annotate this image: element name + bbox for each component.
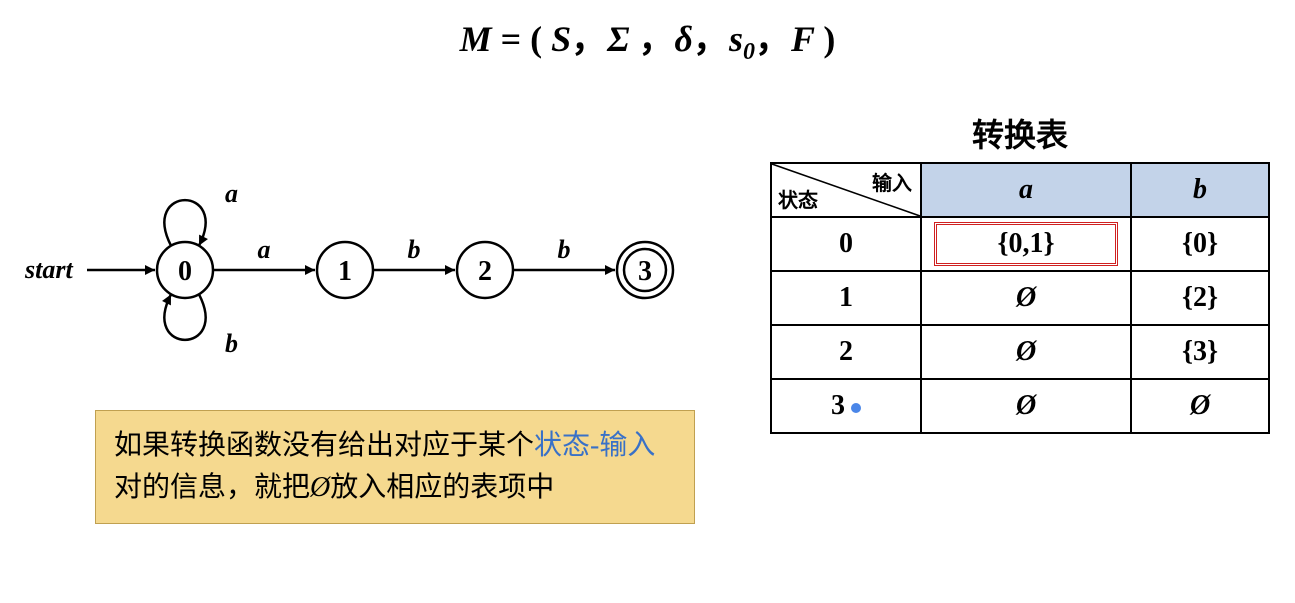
svg-text:a: a (258, 235, 271, 264)
svg-text:2: 2 (478, 256, 492, 287)
svg-text:b: b (225, 329, 238, 358)
svg-text:0: 0 (178, 256, 192, 287)
table-row: 1Ø{2} (771, 271, 1269, 325)
formula: M = ( S，Σ ，δ，s0，F ) (0, 10, 1295, 66)
cell: {2} (1131, 271, 1269, 325)
col-header-b: b (1131, 163, 1269, 217)
cell: Ø (921, 325, 1131, 379)
transition-table: 输入状态ab 0{0,1}{0}1Ø{2}2Ø{3}3ØØ (770, 162, 1270, 434)
svg-text:b: b (408, 235, 421, 264)
table-row: 3ØØ (771, 379, 1269, 433)
cell: {0} (1131, 217, 1269, 271)
state-diagram: start a b b a b 0 1 2 3 (10, 150, 750, 410)
table-row: 0{0,1}{0} (771, 217, 1269, 271)
cell: Ø (921, 271, 1131, 325)
col-header-a: a (921, 163, 1131, 217)
cell: Ø (921, 379, 1131, 433)
state-cell-3: 3 (771, 379, 921, 433)
table-title: 转换表 (770, 110, 1270, 156)
state-cell-2: 2 (771, 325, 921, 379)
svg-text:1: 1 (338, 256, 352, 287)
table-row: 2Ø{3} (771, 325, 1269, 379)
accept-dot-icon (851, 403, 861, 413)
state-cell-1: 1 (771, 271, 921, 325)
svg-text:a: a (225, 179, 238, 208)
corner-state-label: 状态 (778, 184, 818, 213)
table-corner: 输入状态 (771, 163, 921, 217)
cell: {3} (1131, 325, 1269, 379)
cell: Ø (1131, 379, 1269, 433)
svg-text:start: start (24, 255, 73, 284)
transition-table-area: 转换表 输入状态ab 0{0,1}{0}1Ø{2}2Ø{3}3ØØ (770, 110, 1270, 434)
corner-input-label: 输入 (872, 167, 912, 196)
cell: {0,1} (921, 217, 1131, 271)
svg-text:b: b (558, 235, 571, 264)
callout-note: 如果转换函数没有给出对应于某个状态-输入对的信息，就把Ø放入相应的表项中 (95, 410, 695, 524)
state-cell-0: 0 (771, 217, 921, 271)
svg-text:3: 3 (638, 256, 652, 287)
